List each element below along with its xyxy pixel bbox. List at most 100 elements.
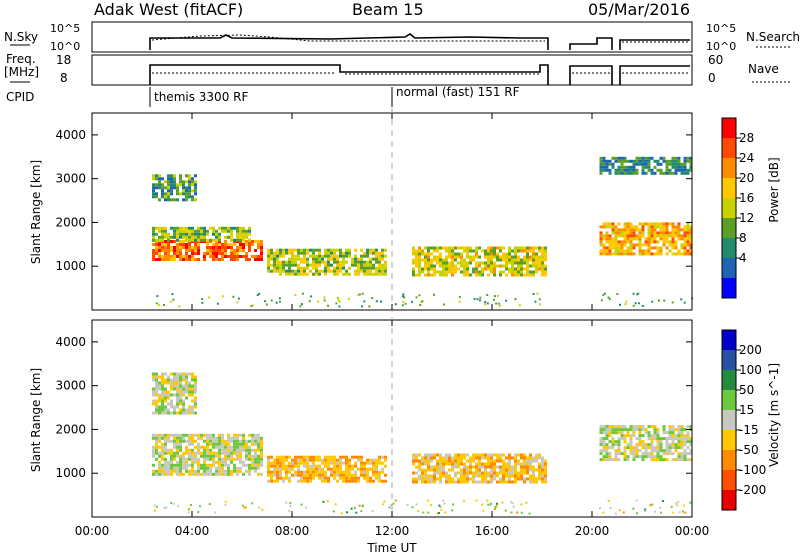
heatmap-scatter: [380, 300, 382, 303]
heatmap-cell-4: [683, 443, 687, 447]
heatmap-scatter: [636, 512, 638, 515]
colorbar-frame: [721, 117, 737, 299]
heatmap-cell-4: [611, 425, 615, 429]
colorbar-tick-label: -100: [739, 463, 766, 477]
heatmap-cell-1: [176, 372, 179, 376]
heatmap-cell-3: [421, 456, 424, 460]
y-tick-label: 4000: [55, 128, 86, 142]
heatmap-cell-4: [683, 458, 687, 462]
heatmap-cell-4: [448, 264, 451, 268]
heatmap-cell-3: [472, 465, 475, 469]
heatmap-cell-1: [173, 378, 176, 382]
heatmap-cell-0: [257, 445, 260, 449]
heatmap-cell-2: [312, 455, 315, 459]
heatmap-cell-4: [680, 458, 684, 462]
heatmap-cell-4: [611, 437, 615, 441]
heatmap-cell-0: [206, 243, 209, 246]
heatmap-cell-4: [415, 264, 418, 268]
heatmap-cell-2: [327, 476, 330, 480]
colorbar-swatch: [722, 330, 736, 351]
heatmap-cell-0: [173, 442, 176, 446]
heatmap-cell-3: [427, 459, 430, 463]
heatmap-cell-3: [294, 263, 297, 267]
heatmap-cell-1: [191, 387, 194, 391]
heatmap-scatter: [510, 501, 513, 504]
heatmap-cell-3: [532, 459, 535, 463]
heatmap-cell-5: [686, 225, 690, 229]
heatmap-cell-1: [161, 378, 164, 382]
heatmap-cell-4: [538, 267, 541, 271]
heatmap-cell-3: [345, 254, 348, 258]
heatmap-scatter: [683, 301, 686, 304]
heatmap-cell-4: [544, 252, 547, 256]
heatmap-cell-3: [523, 456, 526, 460]
heatmap-cell-1: [155, 408, 158, 412]
heatmap-cell-5: [662, 231, 666, 235]
heatmap-cell-0: [170, 454, 173, 458]
heatmap-scatter: [501, 501, 504, 504]
heatmap-cell-3: [433, 474, 436, 478]
heatmap-cell-4: [608, 446, 612, 450]
heatmap-cell-0: [185, 243, 188, 246]
heatmap-cell-6: [644, 156, 648, 160]
heatmap-cell-0: [221, 442, 224, 446]
heatmap-cell-4: [602, 431, 606, 435]
heatmap-cell-4: [535, 255, 538, 259]
heatmap-cell-2: [330, 473, 333, 477]
heatmap-cell-3: [529, 474, 532, 478]
x-axis-label: Time UT: [366, 541, 417, 554]
heatmap-cell-3: [282, 248, 285, 252]
heatmap-cell-4: [520, 267, 523, 271]
heatmap-scatter: [197, 511, 200, 514]
heatmap-cell-3: [330, 248, 333, 252]
heatmap-cell-0: [185, 433, 188, 437]
heatmap-cell-3: [529, 453, 532, 457]
heatmap-cell-4: [487, 273, 490, 277]
heatmap-cell-0: [164, 442, 167, 446]
heatmap-scatter: [419, 304, 422, 306]
heatmap-cell-1: [170, 384, 173, 388]
heatmap-cell-5: [632, 243, 636, 247]
heatmap-cell-3: [466, 465, 469, 469]
heatmap-cell-6: [611, 162, 615, 166]
heatmap-cell-0: [194, 249, 197, 252]
heatmap-cell-0: [191, 460, 194, 464]
heatmap-cell-0: [206, 466, 209, 470]
colorbar-tick-label: 28: [739, 131, 754, 145]
heatmap-cell-4: [433, 249, 436, 253]
heatmap-cell-4: [680, 440, 684, 444]
heatmap-cell-1: [170, 387, 173, 391]
heatmap-cell-5: [614, 246, 618, 250]
heatmap-cell-0: [176, 243, 179, 246]
heatmap-cell-3: [303, 248, 306, 252]
heatmap-cell-3: [288, 263, 291, 267]
heatmap-scatter: [512, 505, 515, 508]
heatmap-cell-3: [318, 257, 321, 261]
heatmap-cell-5: [641, 228, 645, 232]
heatmap-cell-3: [430, 456, 433, 460]
heatmap-cell-3: [360, 248, 363, 252]
heatmap-cell-5: [683, 249, 687, 253]
heatmap-cell-1: [182, 405, 185, 409]
heatmap-scatter: [511, 502, 514, 505]
heatmap-cell-2: [378, 470, 381, 474]
heatmap-cell-4: [487, 249, 490, 253]
heatmap-cell-0: [152, 454, 155, 458]
heatmap-cell-0: [197, 442, 200, 446]
heatmap-cell-4: [665, 431, 669, 435]
heatmap-cell-5: [626, 234, 630, 238]
heatmap-scatter: [403, 296, 406, 299]
heatmap-cell-0: [179, 436, 182, 440]
heatmap-cell-1: [248, 238, 251, 242]
colorbar-tick-label: 20: [739, 171, 754, 185]
heatmap-cell-3: [508, 465, 511, 469]
heatmap-cell-2: [285, 476, 288, 480]
heatmap-cell-5: [626, 231, 630, 235]
heatmap-cell-2: [155, 174, 158, 178]
heatmap-cell-0: [230, 436, 233, 440]
heatmap-cell-0: [242, 472, 245, 476]
heatmap-cell-3: [514, 462, 517, 466]
heatmap-cell-3: [499, 456, 502, 460]
heatmap-cell-3: [484, 453, 487, 457]
